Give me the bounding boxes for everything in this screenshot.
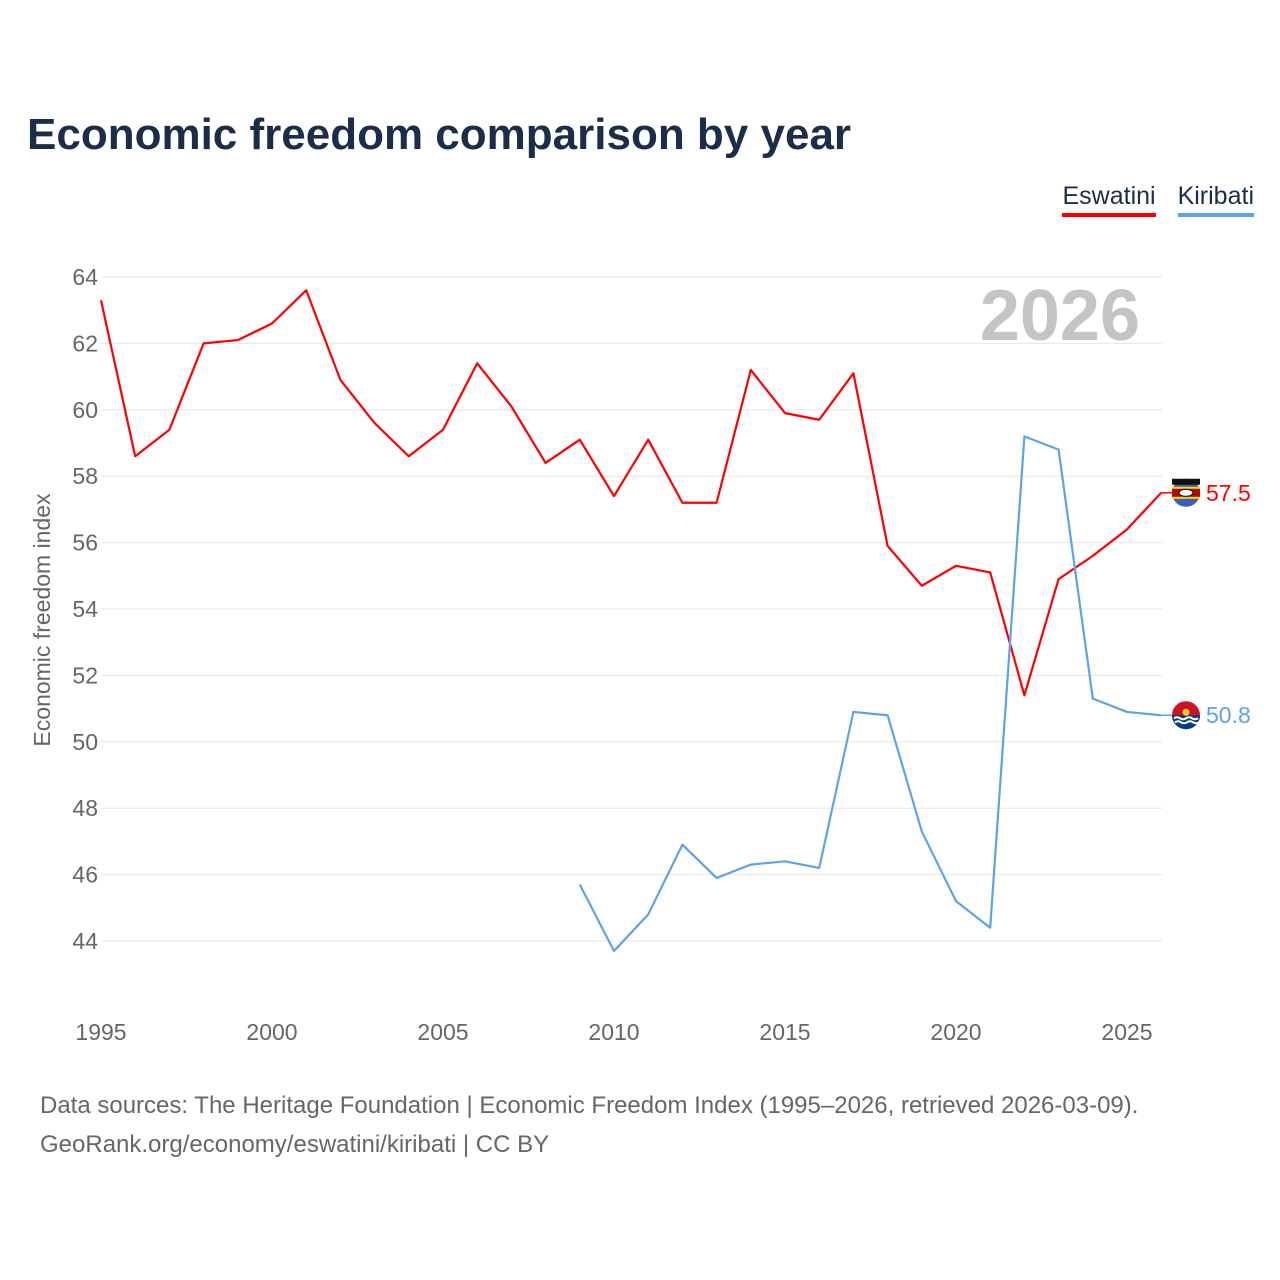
- legend-kiribati[interactable]: Kiribati: [1177, 182, 1254, 217]
- series-line-kiribati: [578, 435, 1162, 953]
- source-line-1: Data sources: The Heritage Foundation | …: [40, 1092, 1139, 1119]
- flag-shield: [1178, 488, 1194, 497]
- y-tick-label: 62: [72, 330, 98, 356]
- legend-eswatini[interactable]: Eswatini: [1062, 182, 1156, 217]
- y-tick-label: 58: [72, 463, 98, 489]
- x-tick-label: 1995: [75, 1019, 126, 1045]
- y-axis-label: Economic freedom index: [29, 493, 55, 747]
- y-tick-label: 64: [72, 264, 98, 290]
- flag-sun: [1182, 708, 1190, 716]
- x-tick-label: 2015: [759, 1019, 810, 1045]
- flag-icon-eswatini: [1172, 478, 1200, 507]
- x-tick-label: 2025: [1101, 1019, 1152, 1045]
- flag-icon-kiribati: [1172, 701, 1200, 730]
- flag-waves: [1173, 716, 1200, 725]
- watermark-year: 2026: [980, 276, 1140, 356]
- flag-top: [1172, 478, 1200, 485]
- legend: Eswatini Kiribati: [1062, 182, 1254, 217]
- source-note: Data sources: The Heritage Foundation | …: [40, 1086, 1138, 1164]
- end-value-label: 57.5: [1206, 480, 1251, 506]
- end-value-label: 50.8: [1206, 702, 1251, 728]
- y-tick-label: 50: [72, 729, 98, 755]
- y-tick-label: 46: [72, 862, 98, 888]
- chart-title: Economic freedom comparison by year: [27, 110, 852, 159]
- series-line-eswatini: [99, 289, 1163, 697]
- x-tick-label: 2020: [930, 1019, 981, 1045]
- source-line-2[interactable]: GeoRank.org/economy/eswatini/kiribati | …: [40, 1131, 550, 1158]
- x-tick-label: 2010: [588, 1019, 639, 1045]
- y-tick-label: 56: [72, 530, 98, 556]
- y-tick-label: 52: [72, 662, 98, 688]
- y-tick-label: 60: [72, 397, 98, 423]
- x-tick-label: 2005: [417, 1019, 468, 1045]
- y-tick-label: 44: [72, 928, 98, 954]
- x-tick-label: 2000: [246, 1019, 297, 1045]
- y-tick-label: 54: [72, 596, 98, 622]
- y-tick-label: 48: [72, 795, 98, 821]
